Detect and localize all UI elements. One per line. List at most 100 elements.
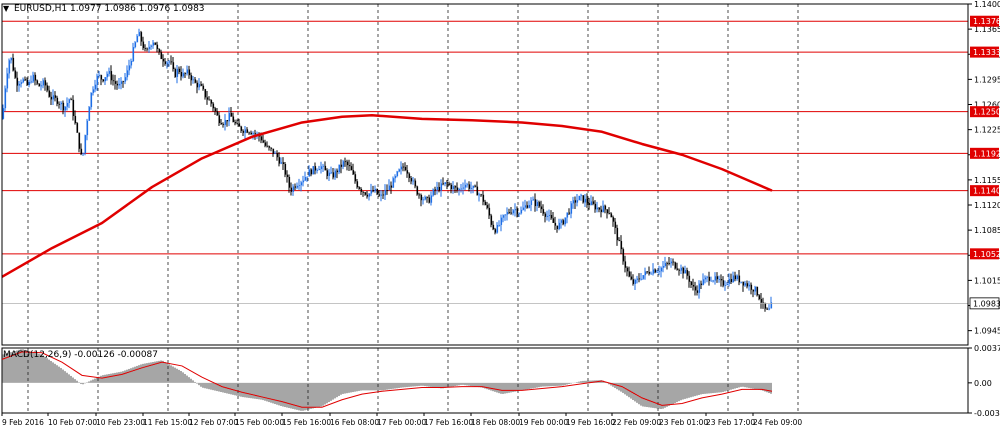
candle-body — [540, 206, 543, 210]
candle-body — [82, 153, 85, 155]
candle-body — [694, 286, 697, 291]
candle-body — [384, 190, 387, 196]
candle-body — [306, 176, 309, 178]
candle-body — [750, 284, 753, 290]
candle-body — [64, 106, 67, 111]
candle-body — [544, 213, 547, 217]
candle-body — [564, 217, 567, 225]
candle-body — [270, 147, 273, 149]
grid — [27, 4, 799, 413]
candle-body — [720, 279, 723, 281]
candle-body — [190, 75, 193, 81]
candle-body — [26, 79, 29, 86]
candle-body — [444, 182, 447, 184]
candle-body — [48, 90, 51, 97]
x-tick-label: 18 Feb 08:00 — [471, 418, 520, 427]
candle-body — [618, 240, 621, 242]
candle-body — [358, 187, 361, 189]
candle-body — [716, 276, 719, 280]
candle-body — [430, 195, 433, 203]
candle-body — [66, 103, 69, 107]
candle-body — [408, 173, 411, 179]
candle-body — [684, 270, 687, 274]
candle-body — [124, 77, 127, 82]
candle-body — [488, 207, 491, 216]
candle-body — [178, 68, 181, 73]
candle-body — [428, 197, 431, 203]
candle-body — [738, 275, 741, 283]
candle-body — [200, 84, 203, 86]
level-label-box — [970, 15, 999, 27]
candle-body — [116, 83, 119, 86]
candle-body — [388, 185, 391, 191]
candle-body — [340, 164, 343, 167]
candle-body — [272, 148, 275, 154]
candle-body — [74, 115, 77, 124]
candle-body — [364, 192, 367, 195]
x-tick-label: 24 Feb 09:00 — [753, 418, 802, 427]
candle-body — [654, 269, 657, 273]
candle-body — [478, 194, 481, 196]
candle-body — [744, 283, 747, 286]
candle-body — [300, 182, 303, 186]
candle-body — [550, 215, 553, 219]
candle-body — [602, 205, 605, 213]
candle-body — [302, 180, 305, 183]
candle-body — [626, 267, 629, 272]
candle-body — [142, 41, 145, 49]
candle-body — [664, 263, 667, 266]
candle-body — [610, 213, 613, 218]
candle-body — [108, 71, 111, 74]
candle-body — [276, 153, 279, 158]
candle-body — [318, 169, 321, 171]
candle-body — [404, 166, 407, 171]
candle-body — [770, 302, 773, 309]
candle-body — [62, 102, 65, 111]
candle-body — [452, 186, 455, 190]
level-label: 1.1333 — [973, 48, 1000, 57]
candle-body — [554, 222, 557, 226]
candle-body — [462, 187, 465, 189]
candle-body — [760, 299, 763, 303]
level-label-box — [970, 106, 999, 118]
candle-body — [122, 81, 125, 83]
candle-body — [380, 194, 383, 196]
candle-body — [104, 77, 107, 82]
candle-body — [80, 148, 83, 155]
candle-body — [756, 286, 759, 296]
candle-body — [522, 207, 525, 210]
candle-body — [542, 209, 545, 214]
candle-body — [712, 280, 715, 282]
chart-menu-arrow-icon[interactable]: ▼ — [3, 4, 10, 13]
candle-body — [78, 132, 81, 149]
candle-body — [20, 82, 23, 84]
candle-body — [198, 84, 201, 88]
candle-body — [466, 184, 469, 186]
candle-body — [490, 215, 493, 225]
candle-body — [360, 188, 363, 192]
candle-body — [682, 267, 685, 274]
candle-body — [730, 279, 733, 283]
candle-body — [660, 267, 663, 272]
candle-body — [246, 129, 249, 133]
symbol-title: EURUSD,H1 1.0977 1.0986 1.0976 1.0983 — [14, 4, 205, 14]
candle-body — [662, 265, 665, 268]
candle-body — [334, 170, 337, 178]
x-tick-label: 19 Feb 00:00 — [519, 418, 568, 427]
candle-body — [28, 81, 31, 86]
candle-body — [500, 217, 503, 225]
candle-body — [18, 83, 21, 86]
candle-body — [290, 187, 293, 192]
candle-body — [590, 201, 593, 205]
candle-body — [206, 97, 209, 100]
candle-body — [736, 275, 739, 280]
macd-level-label: 0.00371 — [974, 344, 1000, 353]
candle-body — [568, 212, 571, 214]
candle-body — [238, 123, 241, 127]
candle-body — [110, 71, 113, 81]
candle-body — [454, 186, 457, 188]
candle-body — [96, 75, 99, 85]
level-label-box — [970, 147, 999, 159]
